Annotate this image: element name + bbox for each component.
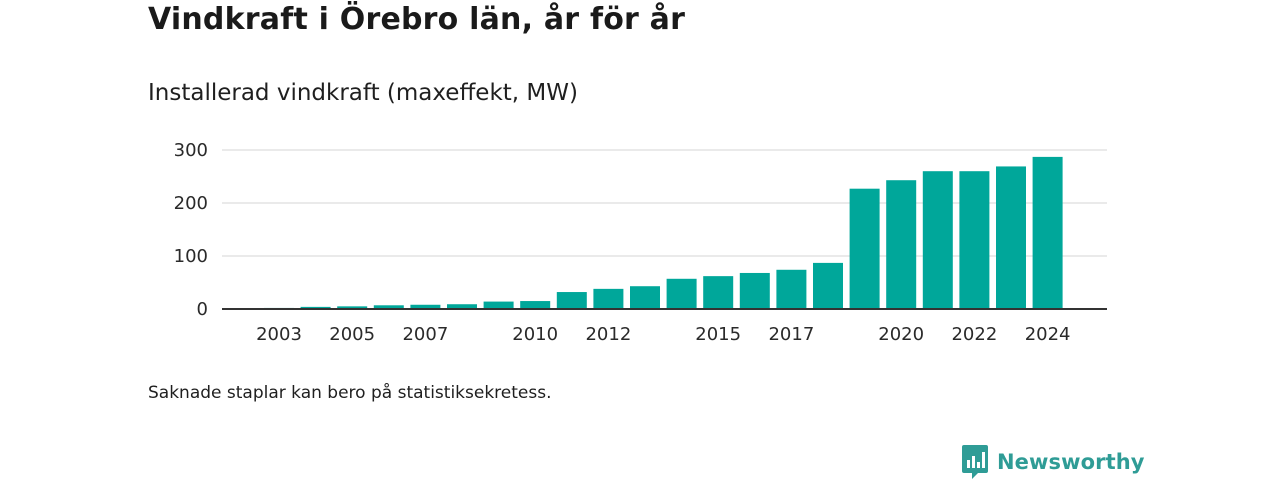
bar-2004	[300, 306, 331, 309]
brand-logo[interactable]: Newsworthy	[962, 445, 1145, 479]
bar-2012	[593, 288, 624, 309]
x-tick-label: 2005	[329, 324, 375, 345]
x-tick-label: 2010	[512, 324, 558, 345]
y-tick-label: 300	[174, 140, 208, 161]
bar-2007	[410, 304, 441, 309]
bar-2009	[483, 301, 514, 309]
x-tick-label: 2022	[951, 324, 997, 345]
bar-2013	[630, 286, 660, 309]
x-tick-label: 2015	[695, 324, 741, 345]
bar-2022	[959, 171, 990, 309]
bar-2006	[373, 305, 404, 309]
y-tick-label: 100	[174, 246, 208, 267]
bar-2016	[739, 272, 770, 309]
bar-2014	[666, 278, 697, 309]
bar-2020	[886, 180, 917, 309]
bar-2017	[776, 269, 807, 309]
bar-2018	[813, 262, 843, 309]
bar-2011	[556, 292, 587, 309]
x-tick-label: 2020	[878, 324, 924, 345]
x-tick-label: 2012	[585, 324, 631, 345]
bar-2005	[337, 306, 368, 309]
y-tick-label: 0	[197, 299, 208, 320]
x-tick-label: 2003	[256, 324, 302, 345]
bar-2023	[996, 166, 1026, 309]
bar-2024	[1032, 156, 1063, 309]
brand-name: Newsworthy	[997, 450, 1145, 474]
x-axis-ticks: 2003 2005 2007 2010 2012 2015 2017 2020 2022 2024	[256, 324, 1070, 345]
chart-subtitle: Installerad vindkraft (maxeffekt, MW)	[148, 80, 578, 106]
bar-2019	[849, 188, 880, 309]
footnote: Saknade staplar kan bero på statistiksek…	[148, 383, 552, 403]
bar-2021	[922, 171, 953, 309]
chart-title: Vindkraft i Örebro län, år för år	[148, 2, 686, 37]
y-tick-label: 200	[174, 193, 208, 214]
bars	[264, 156, 1063, 309]
newsworthy-logo-icon	[962, 445, 988, 479]
bar-2010	[520, 301, 551, 309]
y-axis-ticks: 0 100 200 300	[174, 140, 208, 320]
x-tick-label: 2007	[402, 324, 448, 345]
bar-2015	[703, 276, 734, 309]
x-tick-label: 2017	[768, 324, 814, 345]
x-tick-label: 2024	[1025, 324, 1071, 345]
bar-2008	[447, 304, 477, 309]
